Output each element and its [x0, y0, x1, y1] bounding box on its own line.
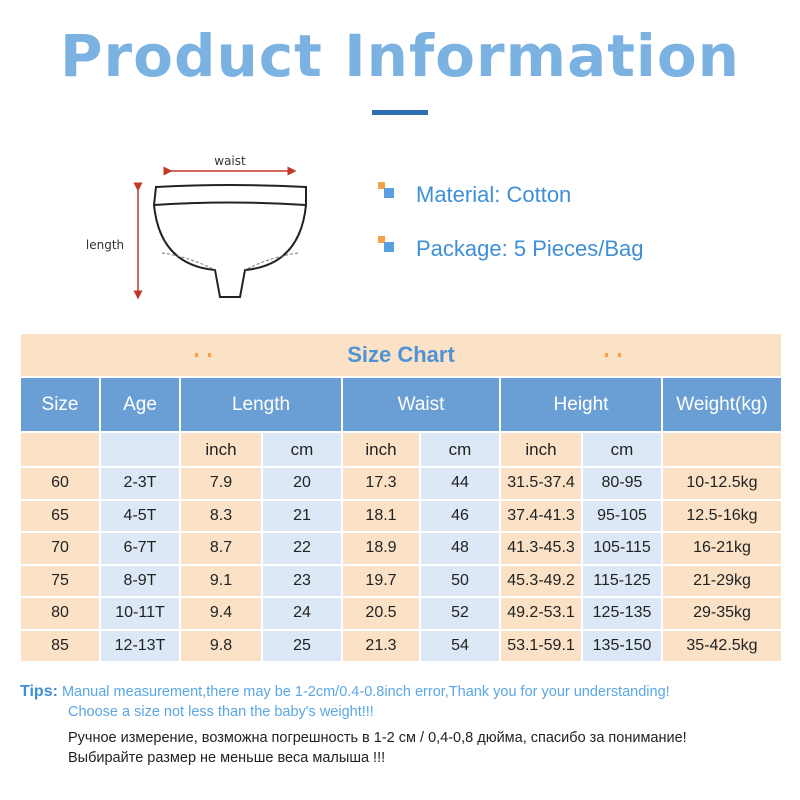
table-cell: 105-115 — [582, 532, 662, 565]
tip-text: Выбирайте размер не меньше веса малыша !… — [68, 750, 386, 766]
table-cell: 21 — [262, 499, 342, 532]
table-cell: 8.7 — [180, 532, 262, 565]
table-cell: 4-5T — [100, 499, 180, 532]
table-title: Size Chart — [20, 333, 782, 377]
table-cell: 75 — [20, 564, 100, 597]
table-cell: 85 — [20, 629, 100, 662]
table-cell: 80 — [20, 597, 100, 630]
table-cell: 6-7T — [100, 532, 180, 565]
table-cell: 23 — [262, 564, 342, 597]
table-cell: 25 — [262, 629, 342, 662]
length-label: length — [86, 238, 124, 252]
column-header: Weight(kg) — [662, 377, 782, 432]
column-header: Age — [100, 377, 180, 432]
table-cell: 29-35kg — [662, 597, 782, 630]
table-cell: 8.3 — [180, 499, 262, 532]
table-cell: 50 — [420, 564, 500, 597]
table-cell: 22 — [262, 532, 342, 565]
table-cell: 18.1 — [342, 499, 420, 532]
table-cell: 46 — [420, 499, 500, 532]
table-cell: 60 — [20, 467, 100, 500]
table-cell: 12-13T — [100, 629, 180, 662]
feature: Material: Cotton — [378, 182, 571, 208]
table-cell: 95-105 — [582, 499, 662, 532]
column-header: Waist — [342, 377, 500, 432]
decoration — [195, 353, 211, 357]
table-cell: 20.5 — [342, 597, 420, 630]
table-cell: 53.1-59.1 — [500, 629, 582, 662]
waist-label: waist — [214, 154, 246, 168]
table-cell: 52 — [420, 597, 500, 630]
table-cell: 16-21kg — [662, 532, 782, 565]
unit-header: cm — [420, 432, 500, 467]
table-cell: 18.9 — [342, 532, 420, 565]
table-cell: 20 — [262, 467, 342, 500]
table-cell — [20, 432, 100, 467]
table-cell: 37.4-41.3 — [500, 499, 582, 532]
table-cell: 8-9T — [100, 564, 180, 597]
table-cell — [100, 432, 180, 467]
feature: Package: 5 Pieces/Bag — [378, 236, 643, 262]
unit-header: inch — [500, 432, 582, 467]
table-cell: 24 — [262, 597, 342, 630]
decoration — [605, 353, 621, 357]
table-cell: 7.9 — [180, 467, 262, 500]
unit-header: inch — [180, 432, 262, 467]
tips-label: Tips: — [20, 683, 58, 700]
table-cell: 44 — [420, 467, 500, 500]
table-cell: 12.5-16kg — [662, 499, 782, 532]
table-cell: 10-11T — [100, 597, 180, 630]
diagram: waist length — [86, 154, 307, 300]
table-cell: 9.4 — [180, 597, 262, 630]
title-underline — [372, 110, 428, 115]
table-cell: 31.5-37.4 — [500, 467, 582, 500]
table-cell: 48 — [420, 532, 500, 565]
tip-text: Manual measurement,there may be 1-2cm/0.… — [61, 684, 670, 700]
column-header: Size — [20, 377, 100, 432]
table-cell: 17.3 — [342, 467, 420, 500]
table-cell: 54 — [420, 629, 500, 662]
table-cell: 10-12.5kg — [662, 467, 782, 500]
table-cell: 70 — [20, 532, 100, 565]
unit-header: cm — [582, 432, 662, 467]
table-cell: 80-95 — [582, 467, 662, 500]
column-header: Height — [500, 377, 662, 432]
table-cell: 125-135 — [582, 597, 662, 630]
table-cell: 19.7 — [342, 564, 420, 597]
table-cell: 135-150 — [582, 629, 662, 662]
table-cell: 21.3 — [342, 629, 420, 662]
table-cell: 21-29kg — [662, 564, 782, 597]
table-cell: 9.8 — [180, 629, 262, 662]
table-cell: 45.3-49.2 — [500, 564, 582, 597]
table-cell: 9.1 — [180, 564, 262, 597]
table-cell: 65 — [20, 499, 100, 532]
page-title: Product Information — [60, 22, 740, 90]
table-cell: 35-42.5kg — [662, 629, 782, 662]
tips: Tips: Manual measurement,there may be 1-… — [20, 682, 687, 768]
table-cell — [662, 432, 782, 467]
unit-header: inch — [342, 432, 420, 467]
unit-header: cm — [262, 432, 342, 467]
tip-text: Choose a size not less than the baby's w… — [68, 704, 374, 720]
column-header: Length — [180, 377, 342, 432]
table-cell: 2-3T — [100, 467, 180, 500]
table-cell: 49.2-53.1 — [500, 597, 582, 630]
table-cell: 41.3-45.3 — [500, 532, 582, 565]
table-cell: 115-125 — [582, 564, 662, 597]
tip-text: Ручное измерение, возможна погрешность в… — [68, 730, 687, 746]
